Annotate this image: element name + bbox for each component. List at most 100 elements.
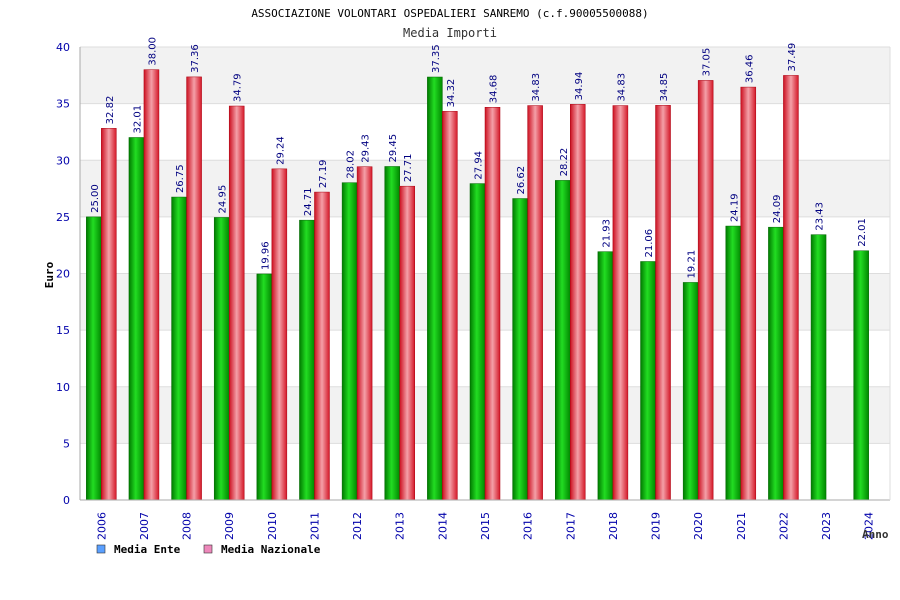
x-tick-label: 2011 bbox=[308, 512, 321, 540]
bar-value-label: 38.00 bbox=[147, 37, 158, 66]
x-tick-label: 2014 bbox=[436, 512, 449, 540]
chart-subtitle: Media Importi bbox=[403, 26, 497, 40]
bar-media-ente-2016 bbox=[512, 198, 528, 501]
x-tick-label: 2007 bbox=[138, 512, 151, 540]
bar-media-nazionale-2011 bbox=[314, 191, 330, 501]
bar-media-nazionale-2012 bbox=[356, 166, 373, 501]
bars bbox=[86, 69, 869, 501]
bar-value-label: 23.43 bbox=[815, 202, 826, 231]
bar-value-label: 24.09 bbox=[772, 195, 783, 224]
x-tick-label: 2008 bbox=[181, 512, 194, 540]
x-tick-label: 2021 bbox=[735, 512, 748, 540]
bar-value-label: 22.01 bbox=[857, 218, 868, 247]
bar-media-ente-2007 bbox=[128, 137, 145, 501]
bar-value-label: 21.06 bbox=[644, 229, 655, 258]
bar-value-label: 27.71 bbox=[403, 154, 414, 183]
bar-value-label: 26.75 bbox=[175, 164, 186, 193]
bar-media-nazionale-2009 bbox=[228, 105, 245, 501]
x-tick-labels: 2006 2007 2008 2009 2010 2011 2012 2013 2014 2015… bbox=[95, 512, 875, 540]
bar-value-label: 32.82 bbox=[105, 96, 116, 125]
bar-media-nazionale-2016 bbox=[527, 105, 543, 501]
bar-media-ente-2009 bbox=[213, 217, 230, 501]
bar-media-nazionale-2008 bbox=[186, 76, 202, 501]
bar-value-label: 29.43 bbox=[361, 134, 372, 163]
x-tick-label: 2012 bbox=[351, 512, 364, 540]
x-tick-label: 2017 bbox=[564, 512, 577, 540]
bar-value-label: 24.95 bbox=[218, 185, 229, 214]
bar-labels: 25.00 32.82 32.01 38.00 26.75 37.36 24.95 34.79… bbox=[90, 37, 868, 278]
x-tick-label: 2015 bbox=[479, 512, 492, 540]
bar-media-ente-2008 bbox=[171, 196, 187, 501]
bar-media-nazionale-2015 bbox=[484, 106, 501, 501]
bar-media-ente-2020 bbox=[682, 282, 699, 501]
bar-media-ente-2018 bbox=[597, 251, 614, 501]
legend-label-media-ente: Media Ente bbox=[114, 543, 181, 556]
x-tick-label: 2024 bbox=[863, 512, 876, 540]
bar-value-label: 34.94 bbox=[574, 72, 585, 101]
y-tick-label: 15 bbox=[56, 324, 70, 337]
bar-media-ente-2012 bbox=[341, 182, 358, 501]
bar-value-label: 28.22 bbox=[559, 148, 570, 177]
y-tick-label: 5 bbox=[63, 437, 70, 450]
x-tick-label: 2010 bbox=[266, 512, 279, 540]
bar-media-nazionale-2020 bbox=[697, 80, 714, 501]
y-tick-label: 35 bbox=[56, 98, 70, 111]
bar-media-nazionale-2010 bbox=[271, 168, 288, 501]
bar-value-label: 24.71 bbox=[303, 188, 314, 217]
bar-media-ente-2023 bbox=[810, 234, 827, 501]
bar-media-nazionale-2006 bbox=[101, 128, 117, 501]
bar-media-nazionale-2013 bbox=[399, 185, 415, 501]
bar-value-label: 24.19 bbox=[729, 193, 740, 222]
y-axis-label: Euro bbox=[43, 261, 56, 288]
bar-value-label: 26.62 bbox=[516, 166, 527, 195]
bar-value-label: 37.36 bbox=[190, 44, 201, 73]
x-tick-label: 2006 bbox=[95, 512, 108, 540]
x-tick-label: 2016 bbox=[522, 512, 535, 540]
bar-media-ente-2022 bbox=[768, 226, 784, 501]
bar-value-label: 34.83 bbox=[531, 73, 542, 102]
bar-value-label: 19.96 bbox=[260, 241, 271, 270]
bar-media-nazionale-2022 bbox=[783, 75, 799, 501]
bar-media-nazionale-2007 bbox=[143, 69, 160, 501]
bar-media-ente-2010 bbox=[256, 273, 273, 501]
bar-value-label: 37.35 bbox=[431, 44, 442, 73]
y-tick-label: 30 bbox=[56, 154, 70, 167]
bar-value-label: 34.83 bbox=[616, 73, 627, 102]
x-axis-label: Anno bbox=[862, 528, 889, 541]
bar-media-ente-2011 bbox=[299, 219, 315, 501]
bar-media-nazionale-2014 bbox=[442, 111, 458, 501]
bar-value-label: 19.21 bbox=[687, 250, 698, 279]
bar-value-label: 36.46 bbox=[744, 54, 755, 83]
bar-media-ente-2006 bbox=[86, 216, 102, 501]
legend: Media Ente Media Nazionale bbox=[96, 543, 321, 556]
x-tick-label: 2023 bbox=[820, 512, 833, 540]
bar-value-label: 34.68 bbox=[489, 75, 500, 104]
x-tick-label: 2009 bbox=[223, 512, 236, 540]
bar-media-ente-2019 bbox=[640, 261, 656, 501]
x-tick-label: 2018 bbox=[607, 512, 620, 540]
bar-value-label: 37.05 bbox=[702, 48, 713, 77]
bar-value-label: 32.01 bbox=[132, 105, 143, 134]
x-tick-label: 2013 bbox=[394, 512, 407, 540]
bar-media-ente-2017 bbox=[555, 180, 571, 501]
bar-value-label: 34.32 bbox=[446, 79, 457, 108]
bar-media-nazionale-2017 bbox=[570, 104, 586, 501]
bar-media-ente-2024 bbox=[853, 250, 869, 501]
x-tick-label: 2022 bbox=[777, 512, 790, 540]
legend-swatch-media-nazionale bbox=[203, 544, 213, 554]
bar-value-label: 34.79 bbox=[233, 73, 244, 102]
bar-media-nazionale-2021 bbox=[740, 86, 757, 501]
bar-media-nazionale-2018 bbox=[612, 105, 629, 501]
bar-media-ente-2013 bbox=[384, 166, 400, 501]
legend-swatch-media-ente bbox=[96, 544, 106, 554]
axes bbox=[79, 47, 891, 501]
chart-title: ASSOCIAZIONE VOLONTARI OSPEDALIERI SANRE… bbox=[251, 7, 648, 20]
bar-media-ente-2015 bbox=[469, 183, 486, 501]
bar-media-ente-2021 bbox=[725, 225, 742, 501]
bar-media-ente-2014 bbox=[427, 76, 443, 501]
bar-value-label: 34.85 bbox=[659, 73, 670, 102]
bar-value-label: 21.93 bbox=[601, 219, 612, 248]
x-tick-label: 2019 bbox=[650, 512, 663, 540]
bar-value-label: 29.24 bbox=[275, 136, 286, 165]
bar-value-label: 27.94 bbox=[474, 151, 485, 180]
